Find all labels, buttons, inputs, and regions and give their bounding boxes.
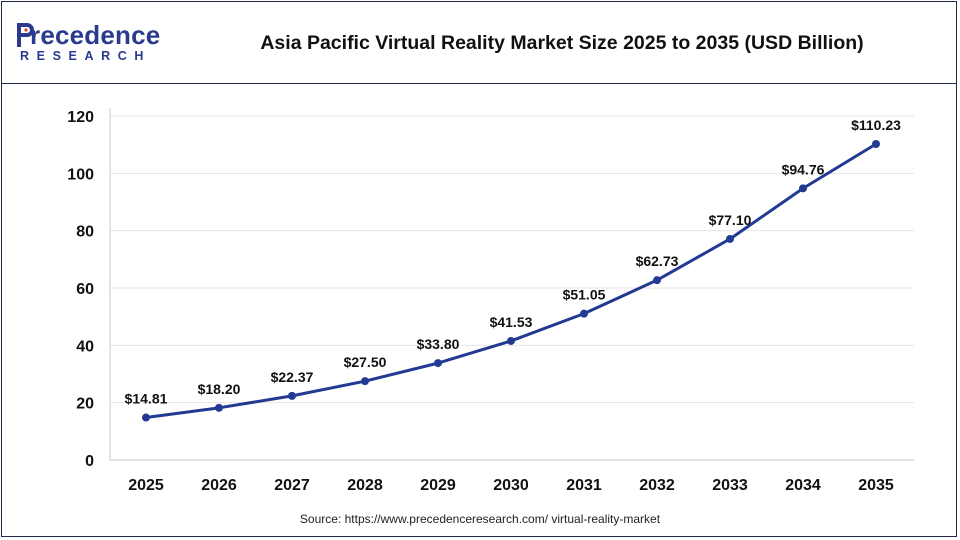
data-label-2034: $94.76 [782,161,825,177]
data-point-2028 [361,377,369,386]
y-tick-label-0: 0 [85,453,94,470]
data-label-2035: $110.23 [851,117,901,133]
source-note: Source: https://www.precedenceresearch.c… [299,512,661,526]
x-tick-label-2026: 2026 [201,477,237,494]
data-label-2028: $27.50 [344,354,387,370]
data-point-2035 [872,140,880,149]
data-point-2026 [215,403,223,412]
data-label-2029: $33.80 [417,336,460,352]
data-point-2034 [799,184,807,193]
data-point-2029 [434,359,442,368]
y-tick-label-20: 20 [76,396,94,413]
brand-p-icon [17,23,34,47]
data-label-2025: $14.81 [125,391,168,407]
brand-logo: recedence RESEARCH [16,18,166,68]
y-tick-label-120: 120 [67,109,94,126]
x-tick-label-2028: 2028 [347,477,383,494]
x-tick-label-2027: 2027 [274,477,310,494]
brand-subtitle: RESEARCH [20,49,151,63]
line-chart: 0 20 40 60 80 100 120 2025 2026 2027 2028 2029 2030… [67,108,914,494]
x-tick-label-2032: 2032 [639,477,675,494]
y-tick-label-100: 100 [67,166,94,183]
y-tick-label-80: 80 [76,224,94,241]
x-tick-label-2035: 2035 [858,477,894,494]
header: recedence RESEARCH Asia Pacific Virtual … [2,2,956,84]
data-points [142,140,880,422]
data-label-2031: $51.05 [563,287,606,303]
y-tick-label-40: 40 [76,338,94,355]
data-label-2032: $62.73 [636,253,679,269]
x-tick-label-2025: 2025 [128,477,164,494]
gridlines [110,115,914,404]
y-tick-label-60: 60 [76,281,94,298]
data-labels: $14.81 $18.20 $22.37 $27.50 $33.80 $41.53 $51.… [125,117,902,407]
x-tick-label-2030: 2030 [493,477,529,494]
series-group [145,142,877,420]
axes [109,108,914,461]
x-axis-ticks: 2025 2026 2027 2028 2029 2030 2031 2032 2033 2034… [128,477,894,494]
data-point-2032 [653,276,661,285]
data-label-2033: $77.10 [709,212,752,228]
data-label-2027: $22.37 [271,369,314,385]
chart-title: Asia Pacific Virtual Reality Market Size… [260,32,864,54]
x-tick-label-2029: 2029 [420,477,456,494]
x-tick-label-2034: 2034 [785,477,821,494]
data-point-2030 [507,336,515,345]
data-label-2030: $41.53 [490,314,533,330]
data-point-2033 [726,234,734,243]
x-tick-label-2031: 2031 [566,477,602,494]
data-point-2031 [580,309,588,318]
data-point-2027 [288,391,296,400]
data-label-2026: $18.20 [198,381,241,397]
series-line-0 [145,142,877,420]
data-point-2025 [142,413,150,422]
y-axis-ticks: 0 20 40 60 80 100 120 [67,109,94,470]
brand-name: recedence [30,20,161,50]
x-tick-label-2033: 2033 [712,477,748,494]
